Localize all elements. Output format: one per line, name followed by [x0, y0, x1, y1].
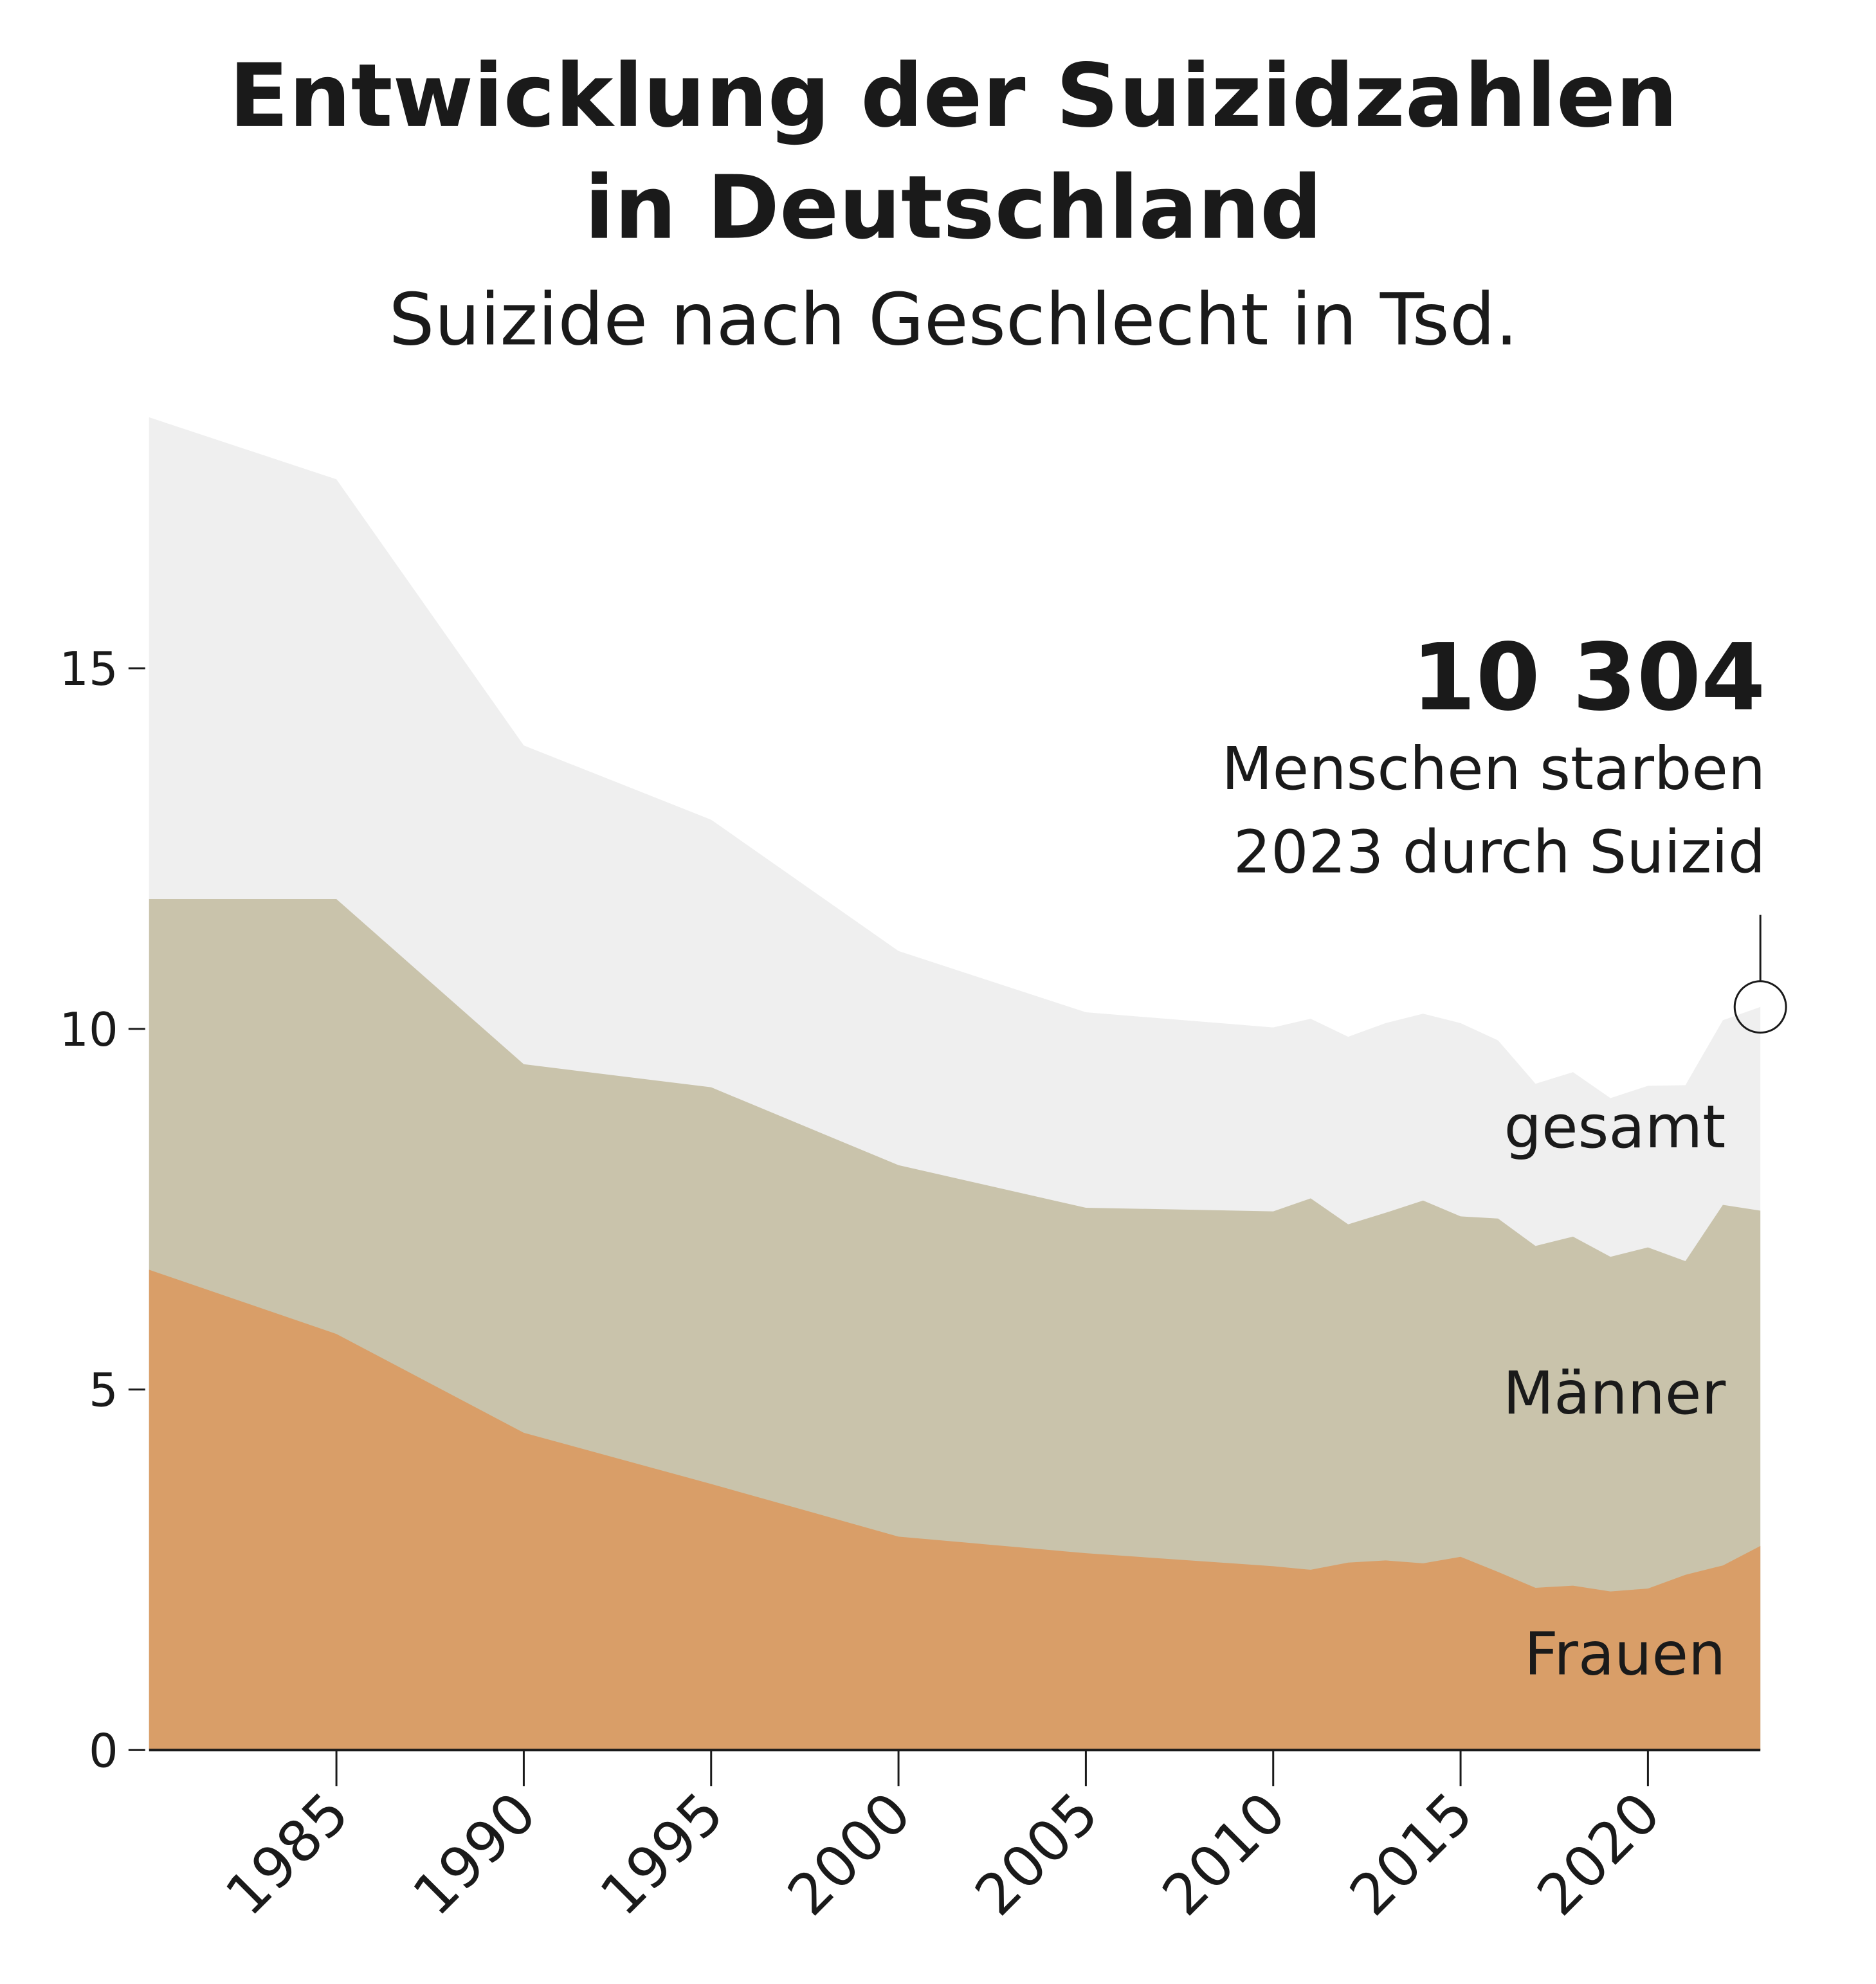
legend-label: Frauen: [1524, 1619, 1726, 1688]
annotation-text: 2023 durch Suizid: [1234, 818, 1766, 887]
area: [149, 1270, 1761, 1751]
x-tick-label: 2010: [1150, 1779, 1298, 1928]
highlight-point: [1733, 980, 1787, 1034]
y-tick-label: 5: [89, 1363, 118, 1417]
annotation-text: Menschen starben: [1221, 734, 1765, 803]
chart-subtitle: Suizide nach Geschlecht in Tsd.: [389, 278, 1518, 362]
legend-label: gesamt: [1504, 1093, 1726, 1161]
chart-title: Entwicklung der Suizidzahlen: [229, 46, 1678, 147]
legend-label: Männer: [1503, 1359, 1726, 1428]
x-tick-label: 1995: [588, 1779, 736, 1928]
x-tick-label: 2005: [962, 1779, 1111, 1928]
chart-title: in Deutschland: [585, 158, 1323, 259]
x-tick-label: 1985: [213, 1779, 361, 1928]
x-tick-label: 1990: [400, 1779, 549, 1928]
x-tick-label: 2000: [775, 1779, 924, 1928]
y-tick-label: 10: [59, 1003, 118, 1057]
annotation-value: 10 304: [1412, 623, 1766, 731]
y-tick-label: 0: [89, 1724, 118, 1778]
x-tick-label: 2015: [1337, 1779, 1486, 1928]
y-tick-label: 15: [59, 642, 118, 696]
x-tick-label: 2020: [1524, 1779, 1673, 1928]
